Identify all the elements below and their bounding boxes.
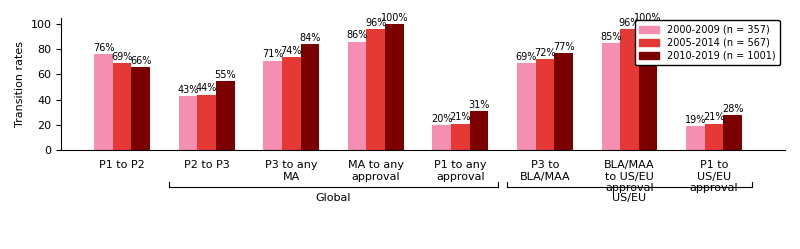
- Text: 100%: 100%: [634, 13, 662, 23]
- Bar: [113, 63, 131, 150]
- Text: 74%: 74%: [281, 46, 302, 56]
- Bar: [602, 43, 620, 150]
- Bar: [451, 124, 470, 150]
- Text: 76%: 76%: [93, 43, 114, 53]
- Bar: [282, 57, 301, 150]
- Bar: [638, 24, 658, 150]
- Text: 20%: 20%: [431, 114, 453, 124]
- Bar: [554, 53, 573, 150]
- Bar: [620, 29, 638, 150]
- Bar: [517, 63, 536, 150]
- Legend: 2000-2009 (n = 357), 2005-2014 (n = 567), 2010-2019 (n = 1001): 2000-2009 (n = 357), 2005-2014 (n = 567)…: [634, 20, 780, 65]
- Text: 43%: 43%: [178, 85, 198, 95]
- Bar: [263, 61, 282, 150]
- Text: 72%: 72%: [534, 48, 556, 58]
- Text: 19%: 19%: [685, 115, 706, 125]
- Bar: [686, 126, 705, 150]
- Text: 31%: 31%: [468, 100, 490, 110]
- Text: 28%: 28%: [722, 104, 743, 114]
- Bar: [433, 125, 451, 150]
- Bar: [94, 54, 113, 150]
- Text: 96%: 96%: [365, 18, 386, 28]
- Bar: [470, 111, 488, 150]
- Bar: [348, 42, 366, 150]
- Text: Global: Global: [316, 192, 351, 203]
- Text: 21%: 21%: [450, 113, 471, 123]
- Text: 86%: 86%: [346, 30, 368, 40]
- Text: 77%: 77%: [553, 42, 574, 52]
- Y-axis label: Transition rates: Transition rates: [15, 41, 25, 127]
- Text: 69%: 69%: [516, 52, 537, 62]
- Text: 96%: 96%: [618, 18, 640, 28]
- Text: 71%: 71%: [262, 49, 283, 59]
- Bar: [178, 96, 198, 150]
- Text: 55%: 55%: [214, 69, 236, 79]
- Bar: [131, 67, 150, 150]
- Bar: [216, 81, 234, 150]
- Text: 21%: 21%: [703, 113, 725, 123]
- Bar: [723, 115, 742, 150]
- Text: 66%: 66%: [130, 56, 151, 66]
- Text: 44%: 44%: [196, 83, 218, 93]
- Bar: [301, 44, 319, 150]
- Bar: [705, 124, 723, 150]
- Bar: [385, 24, 404, 150]
- Text: US/EU: US/EU: [613, 192, 646, 203]
- Text: 100%: 100%: [381, 13, 408, 23]
- Text: 85%: 85%: [600, 32, 622, 42]
- Bar: [366, 29, 385, 150]
- Text: 69%: 69%: [111, 52, 133, 62]
- Text: 84%: 84%: [299, 33, 321, 43]
- Bar: [198, 95, 216, 150]
- Bar: [536, 59, 554, 150]
